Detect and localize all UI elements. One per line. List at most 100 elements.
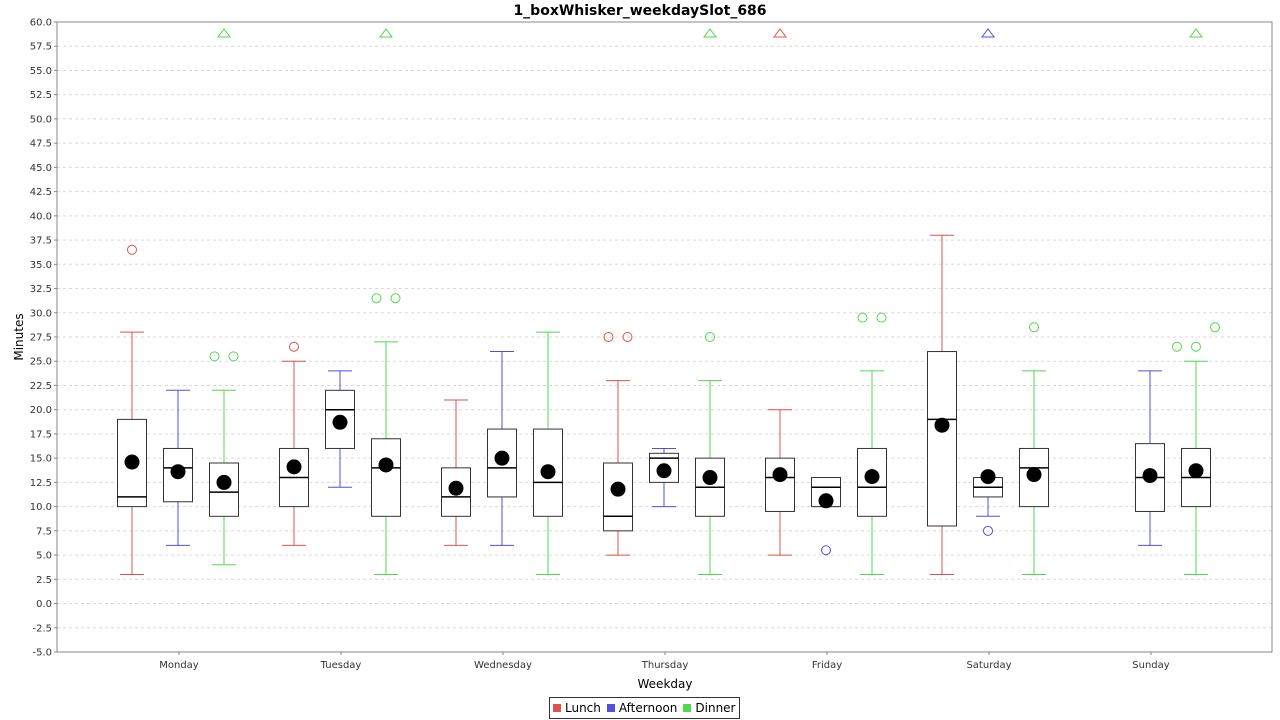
far-out-marker [379, 28, 393, 38]
mean-marker [216, 474, 232, 490]
legend-label-lunch: Lunch [565, 701, 601, 715]
mean-marker [610, 481, 626, 497]
x-tick-label: Friday [812, 660, 842, 671]
box-lunch-thursday [603, 332, 633, 556]
y-tick-label: 27.5 [30, 333, 52, 344]
outlier-marker [1029, 322, 1039, 333]
y-tick-label: 12.5 [30, 478, 52, 489]
y-tick-label: 32.5 [30, 284, 52, 295]
y-tick-label: 52.5 [30, 90, 52, 101]
box-iqr [603, 462, 633, 532]
box-dinner-friday [857, 312, 887, 575]
y-tick-label: 47.5 [30, 139, 52, 150]
y-tick-label: 5.0 [36, 551, 52, 562]
far-out-marker [1189, 28, 1203, 38]
mean-marker [494, 450, 510, 466]
y-tick-label: 45.0 [30, 163, 52, 174]
y-tick-label: 35.0 [30, 260, 52, 271]
legend-swatch-afternoon [606, 704, 615, 712]
y-tick-label: 55.0 [30, 66, 52, 77]
box-afternoon-friday [811, 477, 841, 556]
y-tick-label: 17.5 [30, 429, 52, 440]
legend-item-lunch: Lunch [553, 701, 601, 715]
x-tick-label: Tuesday [320, 660, 362, 671]
x-axis-ticks: Monday Tuesday Wednesday Thursday Friday Satu… [159, 652, 1170, 671]
x-tick-label: Saturday [966, 660, 1011, 671]
box-afternoon-sunday [1135, 370, 1165, 546]
x-tick-label: Sunday [1132, 660, 1169, 671]
far-out-marker [703, 28, 717, 38]
mean-marker [818, 493, 834, 509]
y-tick-label: 22.5 [30, 381, 52, 392]
mean-marker [448, 480, 464, 496]
box-dinner-wednesday [533, 331, 563, 575]
box-afternoon-thursday [649, 447, 679, 508]
outlier-marker [821, 545, 831, 556]
y-axis-label: Minutes [12, 313, 26, 360]
box-lunch-friday [765, 28, 795, 556]
mean-marker [332, 414, 348, 430]
box-dinner-monday [209, 28, 239, 566]
outlier-marker [705, 332, 715, 342]
y-tick-label: 20.0 [30, 405, 52, 416]
mean-marker [286, 459, 302, 475]
mean-marker [980, 469, 996, 485]
legend-swatch-dinner [683, 704, 692, 712]
mean-marker [934, 417, 950, 433]
legend-label-dinner: Dinner [695, 701, 736, 715]
legend-label-afternoon: Afternoon [618, 701, 678, 715]
y-tick-label: 42.5 [30, 187, 52, 198]
box-dinner-tuesday [371, 28, 401, 575]
y-tick-label: 0.0 [36, 599, 52, 610]
legend-item-dinner: Dinner [683, 701, 736, 715]
mean-marker [702, 470, 718, 486]
box-iqr [371, 438, 401, 517]
outlier-marker [876, 312, 887, 323]
box-afternoon-saturday [973, 28, 1003, 536]
mean-marker [378, 457, 394, 473]
mean-marker [1026, 467, 1042, 483]
far-out-marker [217, 28, 231, 38]
outlier-marker [371, 293, 382, 304]
box-iqr [325, 389, 355, 449]
outlier-marker [622, 332, 633, 342]
y-tick-label: 30.0 [30, 308, 52, 319]
grid-lines [57, 21, 1272, 653]
box-iqr [765, 457, 795, 512]
box-lunch-monday [117, 244, 147, 575]
box-afternoon-tuesday [325, 370, 355, 488]
chart-title: 1_boxWhisker_weekdaySlot_686 [513, 3, 766, 19]
y-tick-label: -2.5 [32, 623, 52, 634]
outlier-marker [289, 341, 299, 352]
y-tick-label: 40.0 [30, 211, 52, 222]
y-tick-label: 57.5 [30, 42, 52, 53]
box-dinner-sunday [1172, 28, 1220, 575]
box-lunch-tuesday [279, 341, 309, 546]
box-dinner-saturday [1019, 322, 1049, 575]
box-afternoon-wednesday [487, 351, 517, 546]
y-tick-label: 7.5 [36, 526, 52, 537]
y-tick-label: 50.0 [30, 114, 52, 125]
y-tick-label: 60.0 [30, 18, 52, 29]
legend-swatch-lunch [553, 704, 561, 712]
far-out-marker [981, 28, 995, 38]
outlier-marker [209, 351, 220, 362]
box-iqr [927, 351, 957, 527]
y-tick-label: 25.0 [30, 357, 52, 368]
mean-marker [170, 464, 186, 480]
y-tick-label: 10.0 [30, 502, 52, 513]
box-afternoon-monday [163, 389, 193, 546]
x-axis-label: Weekday [638, 677, 693, 691]
box-lunch-saturday [927, 234, 957, 575]
boxes-layer [117, 28, 1220, 575]
outlier-marker [603, 332, 614, 342]
far-out-marker [773, 28, 787, 38]
y-tick-label: 2.5 [36, 575, 52, 586]
y-axis-ticks: -5.0 -2.5 0.0 2.5 5.0 7.5 10.0 12.5 15.0 17.5 20.0… [30, 18, 57, 659]
outlier-marker [390, 293, 401, 304]
x-tick-label: Wednesday [474, 660, 532, 671]
x-tick-label: Monday [159, 660, 199, 671]
mean-marker [656, 463, 672, 479]
mean-marker [1142, 468, 1158, 484]
outlier-marker [983, 525, 993, 536]
